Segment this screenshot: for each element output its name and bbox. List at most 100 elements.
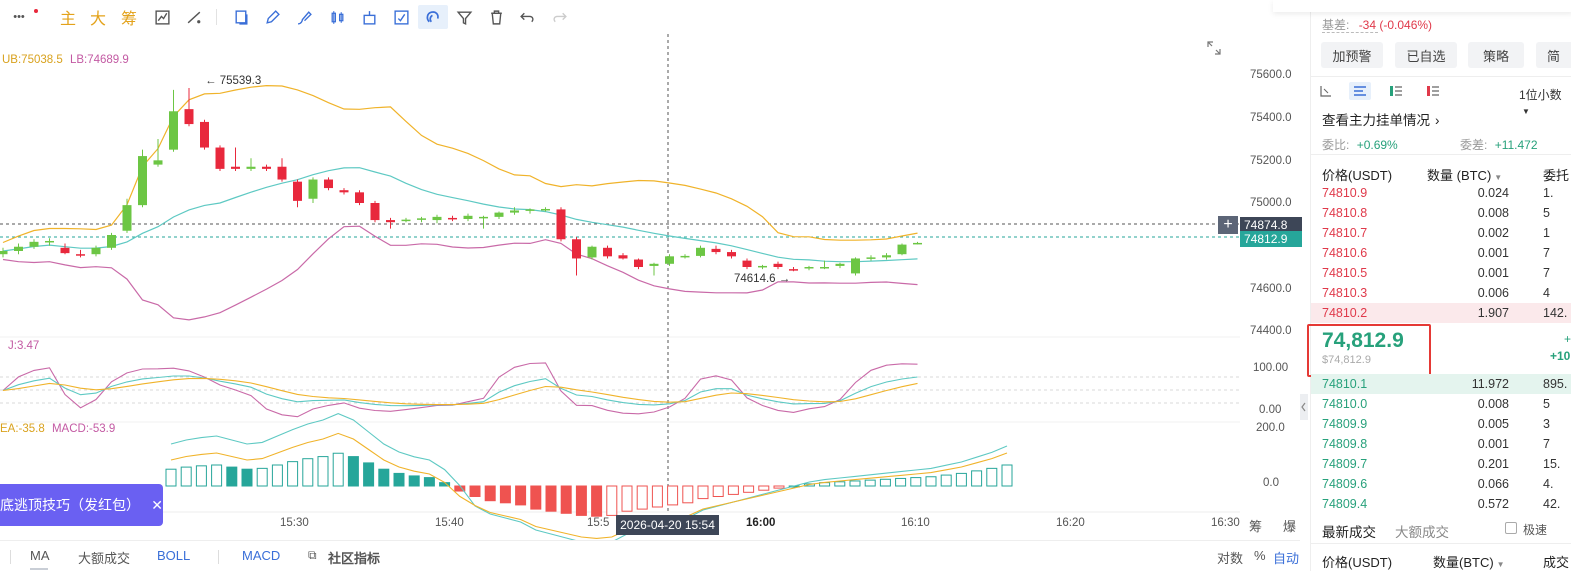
macd-histogram-bar (180, 466, 192, 487)
candle-body (308, 179, 318, 199)
header-qty[interactable]: 数量 (BTC) ▼ (1427, 165, 1502, 184)
candle-body (773, 263, 783, 267)
simple-mode-button[interactable]: 简 (1536, 42, 1571, 68)
orderbook-bids-icon[interactable] (1426, 84, 1440, 98)
more-menu-icon[interactable]: ••• (13, 11, 25, 23)
candle-body (727, 252, 736, 257)
main-order-link[interactable]: 查看主力挂单情况 › (1322, 109, 1440, 129)
watchlisted-button[interactable]: 已自选 (1395, 42, 1457, 68)
tab-boll[interactable]: BOLL (157, 548, 191, 563)
collapse-panel-handle[interactable] (1300, 394, 1308, 420)
tab-community-indicators[interactable]: 社区指标 (328, 551, 381, 566)
tab-large-trades[interactable]: 大额成交 (78, 551, 131, 566)
add-order-plus-button[interactable]: + (1218, 216, 1238, 234)
chip-distribution-button[interactable]: 筹 (120, 11, 137, 28)
add-alert-button[interactable]: 加预警 (1321, 42, 1383, 68)
liquidation-corner-label[interactable]: 爆 (1283, 519, 1297, 534)
decimal-select[interactable]: 1位小数 ▼ (1519, 86, 1571, 117)
magnet-icon[interactable] (418, 5, 448, 29)
row-total: 5 (1543, 206, 1550, 220)
kline-chart[interactable]: UB:75038.5 LB:74689.9 J:3.47 EA:-35.8 MA… (0, 34, 1308, 540)
orderbook-panel: 基差: -34 (-0.046%) 加预警 已自选 策略 简 1位小数 ▼ 查看主… (1273, 0, 1571, 571)
candle-body (572, 239, 581, 259)
bid-row[interactable]: 74809.4 0.572 42. (1311, 494, 1571, 514)
ask-row[interactable]: 74810.5 0.001 7 (1311, 263, 1571, 283)
macd-histogram-bar (743, 485, 755, 493)
log-scale-toggle[interactable]: 对数 (1217, 551, 1244, 566)
indicator-tick-label: 200.0 (1256, 422, 1285, 434)
time-tick-label: 16:00 (746, 517, 776, 529)
copy-icon[interactable] (231, 5, 251, 29)
candle-body (386, 220, 395, 223)
candle-body (231, 166, 240, 169)
candlestick-icon[interactable] (327, 5, 347, 29)
percent-scale-toggle[interactable]: % (1254, 548, 1266, 563)
undo-icon[interactable] (517, 5, 537, 29)
macd-histogram-bar (545, 485, 557, 512)
row-total: 1. (1543, 186, 1554, 200)
promo-close-icon[interactable]: ✕ (151, 496, 163, 513)
main-force-button[interactable]: 主 (59, 11, 76, 28)
trade-header-qty[interactable]: 数量(BTC) ▼ (1433, 552, 1505, 571)
ask-row[interactable]: 74810.8 0.008 5 (1311, 203, 1571, 223)
orderbook-asks-icon[interactable] (1389, 84, 1403, 98)
filter-icon[interactable] (454, 5, 474, 29)
ask-row[interactable]: 74810.7 0.002 1 (1311, 223, 1571, 243)
row-price: 74809.9 (1322, 417, 1368, 431)
divider (1311, 76, 1571, 77)
orderbook-both-icon[interactable] (1319, 84, 1333, 98)
header-total: 委托 (1543, 168, 1570, 183)
orderbook-depth-icon[interactable] (1349, 82, 1371, 100)
candle-body (184, 109, 194, 125)
order-diff-label: 委差: (1460, 138, 1488, 152)
last-price[interactable]: 74,812.9 (1322, 329, 1404, 352)
row-qty: 0.001 (1477, 246, 1509, 260)
macd-histogram-bar (712, 485, 724, 497)
chart-canvas[interactable] (0, 34, 1300, 540)
ask-row[interactable]: 74810.9 0.024 1. (1311, 183, 1571, 203)
indicator-settings-icon[interactable] (152, 5, 172, 29)
tab-latest-trades[interactable]: 最新成交 (1322, 525, 1376, 540)
draw-tool-icon[interactable] (184, 5, 204, 29)
large-order-button[interactable]: 大 (89, 11, 106, 28)
ask-row[interactable]: 74810.3 0.006 4 (1311, 283, 1571, 303)
candle-body (91, 247, 101, 255)
auto-scale-toggle[interactable]: 自动 (1273, 551, 1300, 566)
candle-body (835, 263, 845, 266)
bid-row[interactable]: 74809.8 0.001 7 (1311, 434, 1571, 454)
bid-row[interactable]: 74810.0 0.008 5 (1311, 394, 1571, 414)
tab-macd[interactable]: MACD (242, 548, 281, 563)
price-tick-label: 74600.0 (1250, 283, 1292, 295)
macd-histogram-bar (530, 485, 542, 510)
promo-banner[interactable]: 底逃顶技巧（发红包） ✕ (0, 484, 163, 526)
macd-histogram-bar (347, 456, 359, 487)
pen-icon[interactable] (262, 5, 282, 29)
delete-icon[interactable] (486, 5, 506, 29)
strategy-button[interactable]: 策略 (1468, 42, 1524, 68)
macd-histogram-bar (591, 485, 603, 517)
redo-icon[interactable] (549, 5, 569, 29)
bid-row[interactable]: 74809.7 0.201 15. (1311, 454, 1571, 474)
candle-body (448, 217, 457, 220)
kdj-legend: J:3.47 (8, 340, 39, 352)
bid-row[interactable]: 74810.1 11.972 895. (1311, 374, 1571, 394)
toolbar-divider (216, 9, 217, 25)
basis-label: 基差: (1322, 18, 1350, 32)
fullscreen-icon[interactable] (1206, 40, 1222, 56)
tab-large-trades-panel[interactable]: 大额成交 (1395, 525, 1449, 540)
row-total: 15. (1543, 457, 1561, 471)
bid-row[interactable]: 74809.6 0.066 4. (1311, 474, 1571, 494)
brush-icon[interactable] (294, 5, 314, 29)
time-tick-label: 16:30 (1211, 517, 1240, 529)
candle-body (494, 212, 504, 217)
tab-ma[interactable]: MA (30, 548, 50, 563)
chip-corner-label[interactable]: 筹 (1249, 519, 1263, 534)
lock-icon[interactable] (359, 5, 379, 29)
ask-row[interactable]: 74810.2 1.907 142. (1311, 303, 1571, 323)
ask-row[interactable]: 74810.6 0.001 7 (1311, 243, 1571, 263)
macd-dea-line (170, 432, 1008, 539)
candle-body (913, 242, 922, 245)
bid-row[interactable]: 74809.9 0.005 3 (1311, 414, 1571, 434)
fast-mode-checkbox[interactable] (1505, 522, 1517, 534)
edit-note-icon[interactable] (391, 5, 411, 29)
